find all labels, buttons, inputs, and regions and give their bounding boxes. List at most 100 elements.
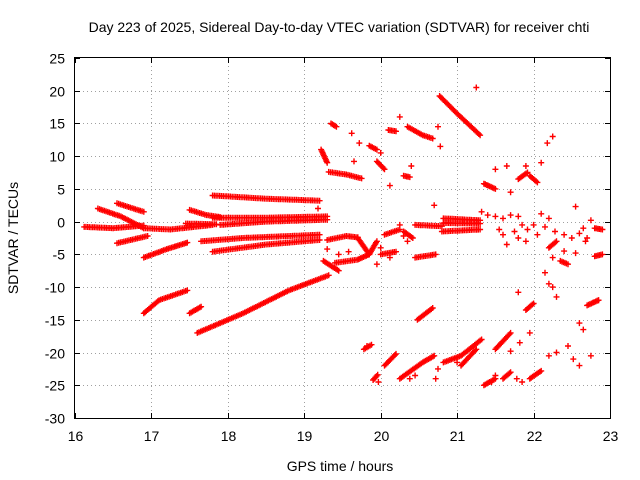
plot-frame (74, 57, 611, 419)
data-point (587, 217, 594, 224)
data-point (492, 372, 499, 379)
data-point-arc-az (530, 300, 537, 307)
data-point (503, 163, 510, 169)
data-point (335, 251, 342, 258)
data-point-arc-ai (409, 235, 416, 241)
data-point-arc-ar (473, 346, 480, 353)
data-point-arc-bb (565, 261, 571, 268)
x-tick-label: 17 (144, 428, 160, 444)
x-tick-label: 21 (450, 428, 466, 444)
data-point (542, 269, 548, 276)
data-point (412, 372, 419, 379)
data-point (386, 254, 393, 261)
data-point (568, 235, 575, 241)
data-point-arc-s (335, 267, 342, 274)
data-point (549, 284, 556, 291)
data-point-arc-p (324, 216, 331, 223)
x-tick-label: 23 (603, 428, 619, 444)
data-point (435, 123, 441, 130)
data-point (406, 375, 413, 382)
data-point (576, 320, 583, 327)
data-point (526, 329, 533, 336)
data-point (545, 352, 552, 359)
data-point (375, 379, 382, 385)
data-point-arc-x (368, 341, 375, 348)
data-point (545, 215, 552, 222)
data-point (484, 212, 491, 219)
data-point-arc-ay (538, 367, 545, 374)
data-point (496, 226, 503, 233)
data-point (356, 140, 363, 147)
data-point-arc-g (184, 287, 191, 294)
data-point (549, 133, 556, 140)
data-point-arc-ar (472, 347, 479, 354)
x-tick-label: 22 (527, 428, 543, 444)
data-point (386, 182, 393, 189)
data-point-arc-ac (380, 165, 387, 172)
data-point (364, 343, 370, 349)
data-point-arc-w (373, 238, 380, 245)
data-point-arc-af (431, 352, 438, 359)
data-point (473, 84, 480, 91)
data-point (511, 228, 518, 235)
data-point (522, 163, 529, 169)
data-point-arc-d (144, 233, 151, 239)
data-point (351, 158, 357, 165)
data-point (582, 238, 589, 245)
data-point (348, 130, 355, 137)
data-point (565, 343, 571, 349)
data-point (524, 226, 531, 233)
data-point-arc-h (198, 303, 205, 310)
chart-title: Day 223 of 2025, Sidereal Day-to-day VTE… (89, 19, 590, 35)
data-point (396, 221, 403, 228)
y-axis-title: SDTVAR / TECUs (5, 182, 21, 294)
data-point (435, 365, 441, 372)
y-tick-label: -15 (45, 313, 65, 329)
data-point (538, 159, 545, 166)
data-point-arc-au (524, 169, 531, 176)
data-point (584, 235, 591, 241)
data-point (530, 221, 537, 228)
data-point (324, 246, 331, 253)
y-tick-label: 20 (49, 84, 65, 100)
data-point-arc-am (477, 132, 484, 139)
data-points (81, 84, 606, 389)
data-point (576, 362, 583, 369)
data-point-arc-an (477, 226, 484, 233)
data-point (544, 140, 551, 147)
data-point (561, 231, 568, 238)
data-point (515, 213, 522, 220)
data-point-arc-al (429, 305, 436, 311)
data-point (432, 375, 439, 382)
y-tick-label: -5 (53, 247, 66, 263)
data-point-arc-ac (381, 166, 388, 173)
y-tick-label: 15 (49, 116, 65, 132)
data-point (516, 339, 523, 346)
data-point (522, 238, 529, 245)
data-point (408, 163, 415, 169)
data-point (561, 248, 568, 255)
y-tick-label: 10 (49, 149, 65, 165)
data-point-arc-z (393, 350, 399, 357)
data-point-arc-c (140, 208, 147, 215)
data-point-arc-n (316, 197, 323, 204)
data-point-arc-be (599, 251, 606, 258)
data-point-arc-l (316, 231, 323, 238)
data-point (507, 348, 514, 355)
data-point (478, 208, 485, 215)
data-point-arc-r (333, 123, 340, 130)
data-point (500, 231, 506, 238)
x-tick-label: 20 (374, 428, 390, 444)
data-point (492, 166, 499, 173)
data-point-arc-ap (477, 220, 484, 227)
data-point (552, 228, 558, 235)
data-point (553, 293, 560, 300)
data-point (507, 212, 514, 219)
y-tick-label: -30 (45, 411, 65, 427)
axis-ticks: 16 17 18 19 20 21 22 23 -30 -25 -20 -15 -10 -5 0 5 10 15 2… (45, 51, 619, 445)
data-point-arc-aj (438, 223, 445, 230)
y-tick-label: 0 (57, 215, 65, 231)
data-point (396, 113, 403, 120)
data-point (519, 379, 526, 385)
